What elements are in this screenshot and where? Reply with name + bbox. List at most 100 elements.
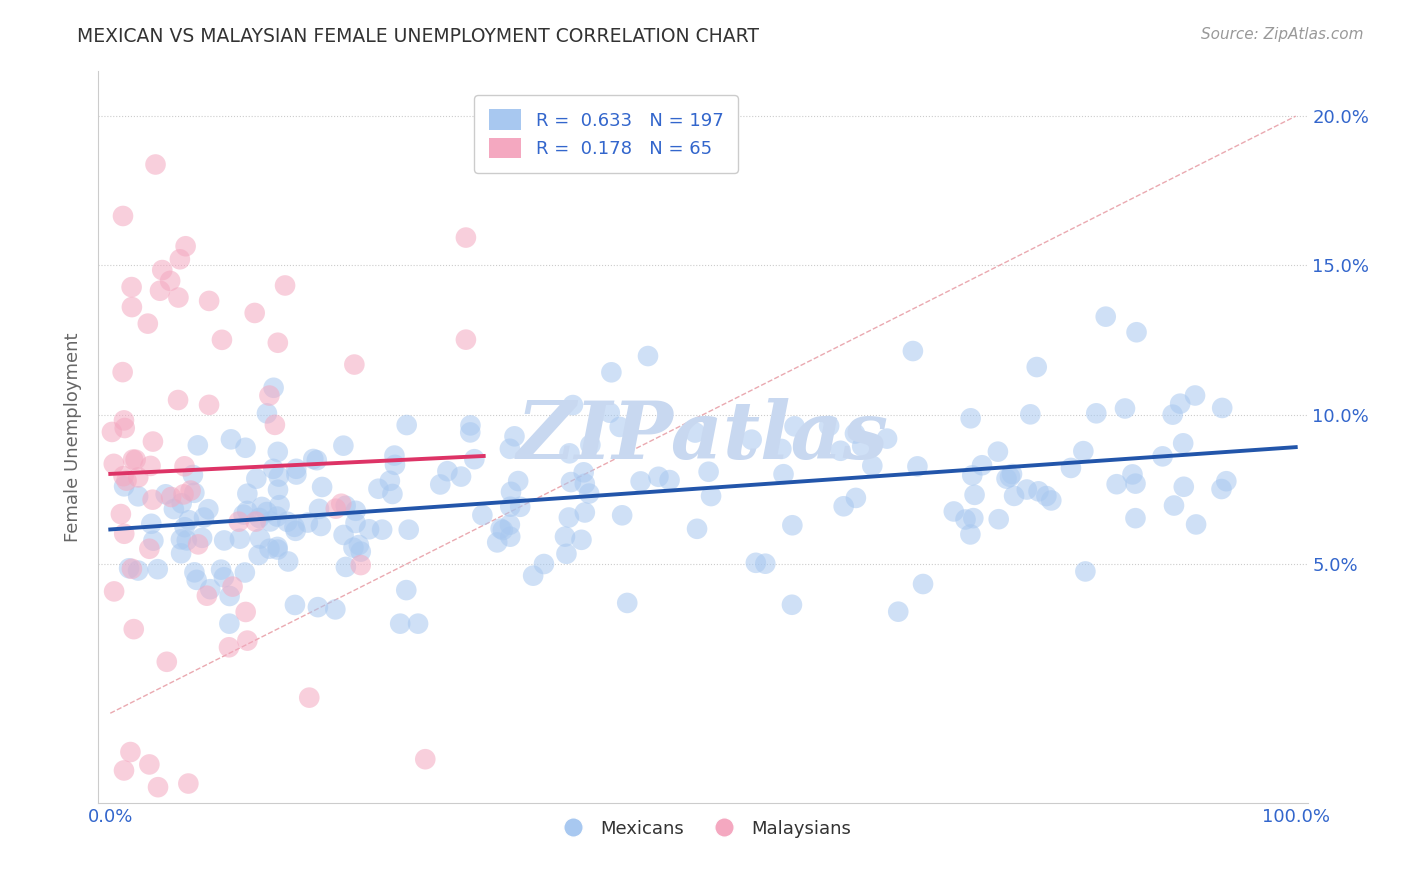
Point <box>367 482 389 496</box>
Point <box>600 365 623 379</box>
Point <box>492 523 515 537</box>
Point <box>232 508 254 522</box>
Point <box>1085 406 1108 420</box>
Point <box>267 335 290 350</box>
Point <box>1184 388 1206 402</box>
Point <box>163 502 186 516</box>
Point <box>269 498 291 512</box>
Point <box>770 442 793 456</box>
Point <box>191 531 214 545</box>
Point <box>344 504 367 518</box>
Point <box>1001 467 1024 481</box>
Point <box>285 467 308 482</box>
Point <box>127 489 149 503</box>
Point <box>1125 511 1147 525</box>
Point <box>180 483 202 498</box>
Point <box>249 532 271 546</box>
Point <box>115 474 138 488</box>
Point <box>499 500 522 514</box>
Point <box>228 515 250 529</box>
Point <box>127 470 149 484</box>
Point <box>630 475 652 489</box>
Point <box>378 474 401 488</box>
Point <box>1211 482 1233 496</box>
Point <box>1211 401 1233 415</box>
Point <box>259 515 281 529</box>
Point <box>962 511 984 525</box>
Point <box>250 500 273 514</box>
Point <box>262 462 284 476</box>
Point <box>1125 325 1147 339</box>
Point <box>579 438 602 452</box>
Point <box>489 522 512 536</box>
Point <box>1163 499 1185 513</box>
Point <box>177 776 200 790</box>
Point <box>156 655 179 669</box>
Point <box>398 523 420 537</box>
Point <box>150 263 173 277</box>
Point <box>307 600 329 615</box>
Point <box>700 489 723 503</box>
Point <box>1019 408 1042 422</box>
Point <box>142 434 165 449</box>
Point <box>555 547 578 561</box>
Point <box>1094 310 1116 324</box>
Point <box>697 465 720 479</box>
Point <box>236 504 259 518</box>
Point <box>195 589 218 603</box>
Point <box>139 458 162 473</box>
Point <box>1152 450 1174 464</box>
Point <box>160 490 183 504</box>
Point <box>574 506 596 520</box>
Point <box>243 306 266 320</box>
Point <box>350 544 373 558</box>
Point <box>332 528 354 542</box>
Point <box>389 616 412 631</box>
Point <box>783 419 806 434</box>
Point <box>146 780 169 794</box>
Point <box>359 522 381 536</box>
Point <box>845 491 868 505</box>
Point <box>256 505 278 519</box>
Point <box>167 392 190 407</box>
Point <box>381 487 404 501</box>
Point <box>219 433 242 447</box>
Point <box>141 516 163 531</box>
Point <box>830 443 852 458</box>
Point <box>1121 467 1143 482</box>
Point <box>1015 483 1038 497</box>
Point <box>395 583 418 598</box>
Point <box>463 452 485 467</box>
Point <box>177 513 200 527</box>
Point <box>499 484 522 499</box>
Point <box>173 487 195 501</box>
Point <box>263 381 285 395</box>
Point <box>995 472 1018 486</box>
Point <box>572 466 595 480</box>
Point <box>145 157 167 171</box>
Point <box>173 459 195 474</box>
Point <box>503 429 526 443</box>
Point <box>987 444 1010 458</box>
Point <box>111 365 134 379</box>
Point <box>901 344 924 359</box>
Point <box>1074 565 1097 579</box>
Point <box>259 388 281 402</box>
Point <box>1185 517 1208 532</box>
Point <box>963 488 986 502</box>
Point <box>124 452 146 467</box>
Point <box>772 467 794 482</box>
Point <box>174 239 197 253</box>
Point <box>406 616 429 631</box>
Text: Source: ZipAtlas.com: Source: ZipAtlas.com <box>1201 27 1364 42</box>
Point <box>110 507 132 521</box>
Point <box>912 577 935 591</box>
Legend: Mexicans, Malaysians: Mexicans, Malaysians <box>548 813 858 845</box>
Point <box>887 605 910 619</box>
Point <box>907 459 929 474</box>
Point <box>298 690 321 705</box>
Point <box>637 349 659 363</box>
Point <box>499 442 522 456</box>
Point <box>112 479 135 493</box>
Point <box>197 502 219 516</box>
